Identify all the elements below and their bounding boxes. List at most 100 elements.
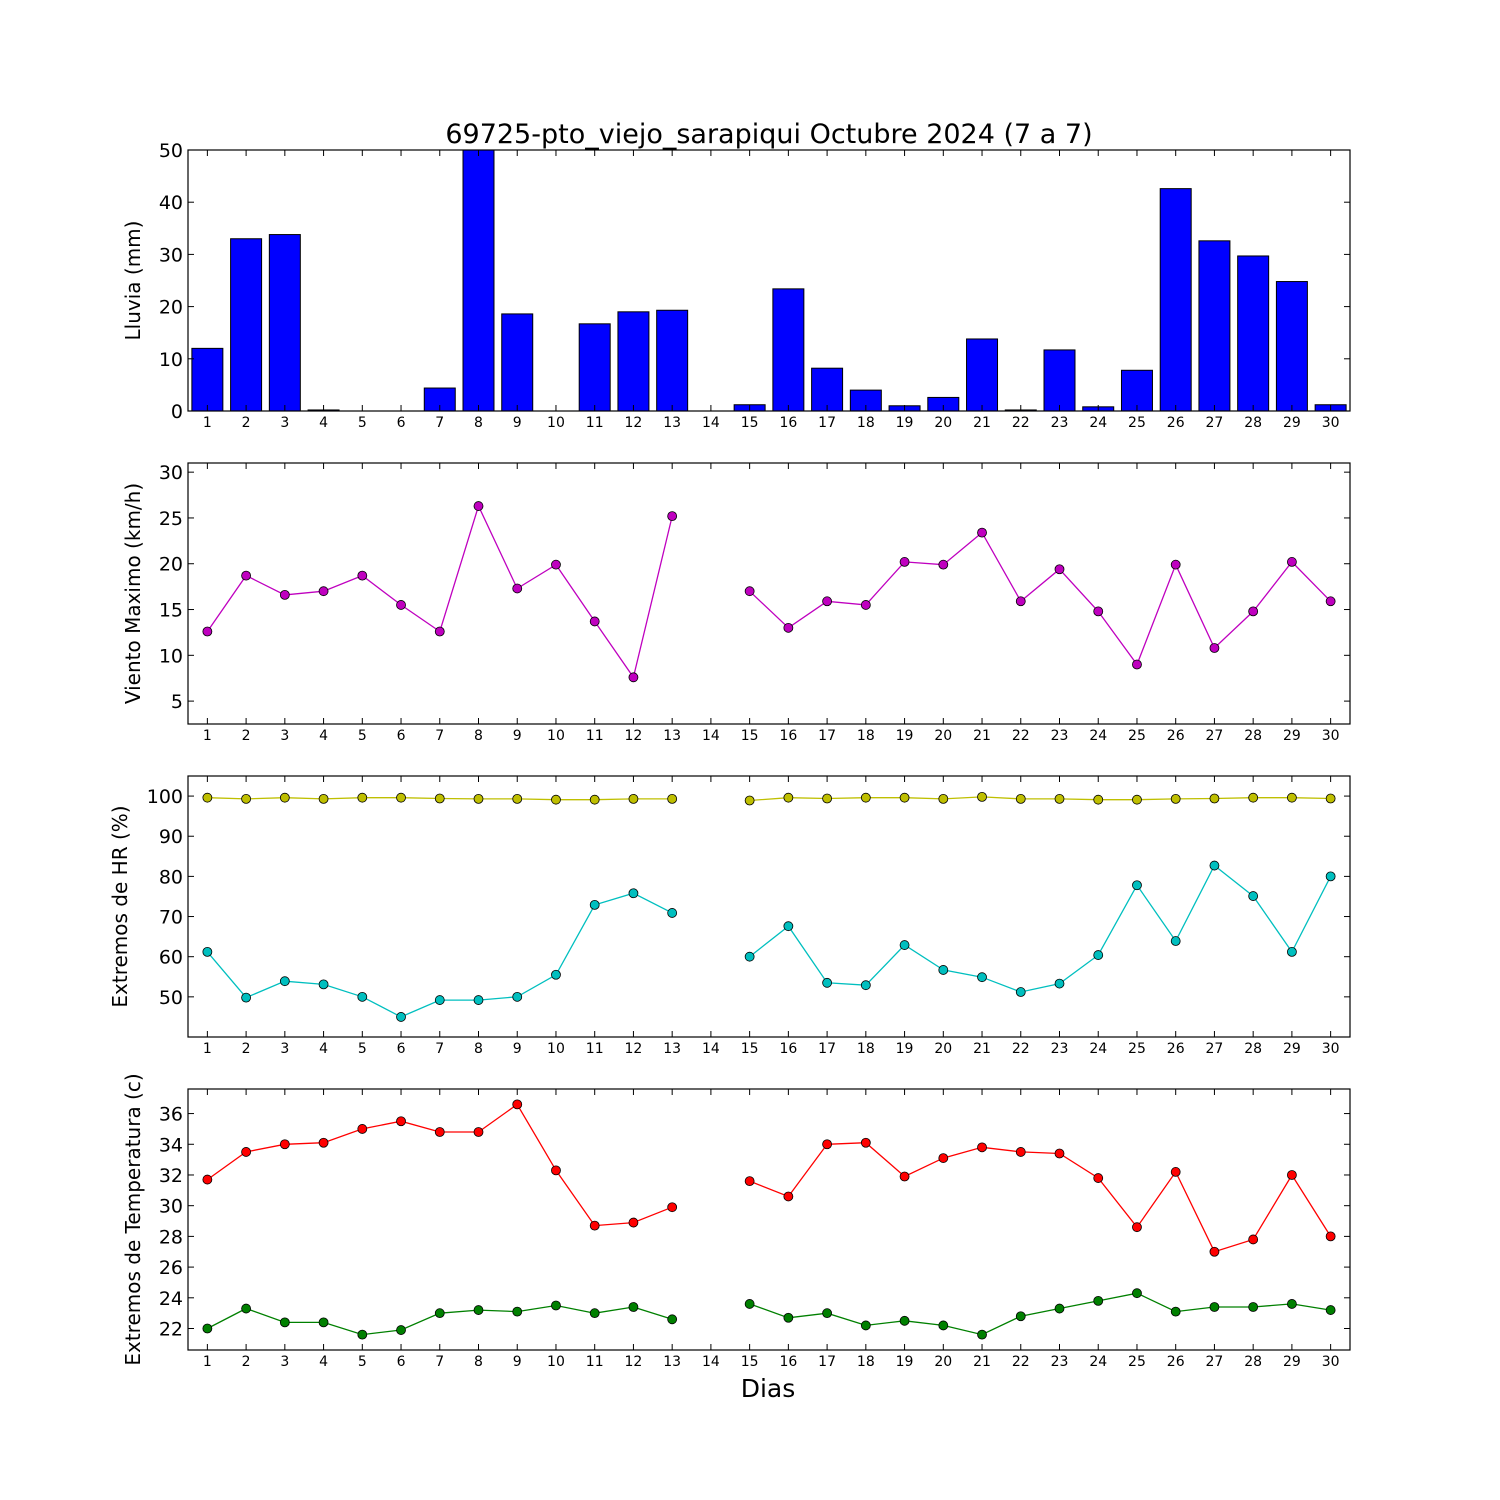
series-2-point-day-9 (512, 1306, 523, 1317)
series-1-point-day-26 (1170, 1167, 1181, 1177)
series-2-point-day-17 (822, 977, 832, 988)
x-tick-label: 2 (242, 415, 251, 431)
series-2-line-segment-2 (749, 1292, 1331, 1336)
x-tick-label: 20 (934, 1041, 952, 1057)
series-1-point-day-17 (822, 596, 832, 607)
series-1-point-day-28 (1248, 1234, 1259, 1245)
y-tick-label: 80 (159, 866, 183, 888)
panel-2-marks (202, 501, 1336, 683)
series-2-point-day-23 (1054, 1303, 1065, 1314)
series-1-point-day-10 (551, 1165, 561, 1176)
x-tick-label: 28 (1244, 728, 1262, 744)
x-tick-label: 11 (586, 1041, 604, 1057)
bar-day-29 (1275, 281, 1308, 411)
x-tick-label: 29 (1283, 1041, 1301, 1057)
series-1-point-day-15 (744, 795, 755, 806)
series-1-point-day-11 (589, 794, 600, 805)
x-tick-label: 28 (1244, 415, 1262, 431)
series-2-point-day-25 (1132, 1288, 1142, 1299)
series-1-point-day-17 (822, 793, 832, 804)
y-tick-label: 10 (159, 349, 183, 371)
series-1-point-day-1 (202, 1174, 213, 1185)
x-tick-label: 6 (397, 728, 406, 744)
series-1-line-segment-2 (749, 1142, 1332, 1253)
panel-1-frame (187, 149, 1351, 412)
series-1-point-day-13 (667, 793, 678, 804)
x-tick-label: 14 (702, 1354, 720, 1370)
series-1-point-day-1 (202, 792, 213, 803)
series-1-line-segment-2 (749, 531, 1332, 666)
series-2-point-day-26 (1170, 936, 1181, 946)
series-1-point-day-7 (434, 793, 445, 804)
bar-day-26 (1159, 188, 1192, 411)
x-tick-label: 22 (1012, 1354, 1030, 1370)
x-tick-label: 13 (663, 1041, 681, 1057)
x-tick-label: 15 (741, 1041, 759, 1057)
series-1-point-day-11 (589, 616, 600, 627)
x-tick-label: 9 (513, 728, 522, 744)
y-tick-label: 30 (159, 244, 183, 266)
series-1-point-day-22 (1015, 793, 1026, 804)
series-1-point-day-3 (279, 1139, 290, 1150)
panel-4-marks (202, 1099, 1336, 1340)
x-tick-label: 7 (435, 415, 444, 431)
series-2-point-day-19 (899, 1315, 910, 1326)
x-tick-label: 4 (319, 728, 328, 744)
series-1-point-day-27 (1209, 1246, 1220, 1257)
x-tick-label: 2 (242, 728, 251, 744)
series-1-point-day-27 (1209, 643, 1220, 653)
series-2-point-day-27 (1209, 860, 1220, 871)
series-1-point-day-6 (396, 600, 406, 610)
series-1-point-day-13 (667, 511, 678, 522)
y-tick-label: 26 (159, 1257, 183, 1279)
x-tick-label: 1 (203, 728, 212, 744)
x-tick-label: 18 (857, 728, 875, 744)
x-tick-label: 8 (474, 415, 483, 431)
x-tick-label: 10 (547, 728, 565, 744)
x-tick-label: 18 (857, 415, 875, 431)
x-tick-label: 26 (1167, 1041, 1185, 1057)
series-2-point-day-23 (1054, 978, 1065, 989)
y-tick-label: 34 (159, 1134, 183, 1156)
x-tick-label: 3 (280, 1354, 289, 1370)
series-1-point-day-16 (783, 792, 794, 803)
x-tick-label: 7 (435, 1354, 444, 1370)
series-1-point-day-8 (473, 1127, 484, 1137)
x-tick-label: 5 (358, 728, 367, 744)
series-2-point-day-20 (938, 1320, 949, 1331)
series-2-point-day-29 (1287, 946, 1297, 957)
x-tick-label: 13 (663, 415, 681, 431)
x-tick-label: 6 (397, 415, 406, 431)
bar-day-23 (1043, 349, 1076, 411)
x-tick-label: 17 (818, 415, 836, 431)
x-tick-label: 6 (397, 1354, 406, 1370)
x-tick-label: 30 (1322, 728, 1340, 744)
series-2-point-day-30 (1325, 871, 1336, 882)
bar-day-1 (191, 347, 224, 411)
series-2-point-day-24 (1093, 1295, 1104, 1306)
x-tick-label: 16 (779, 415, 797, 431)
x-tick-label: 27 (1206, 415, 1224, 431)
series-2-point-day-15 (744, 951, 755, 962)
x-tick-label: 21 (973, 1041, 991, 1057)
series-2-point-day-17 (822, 1308, 832, 1319)
series-1-point-day-15 (744, 1176, 755, 1187)
series-1-point-day-26 (1170, 559, 1181, 570)
series-2-point-day-27 (1209, 1302, 1220, 1312)
series-1-line-segment-2 (749, 796, 1331, 802)
series-1-point-day-28 (1248, 606, 1259, 617)
series-1-point-day-10 (551, 794, 561, 805)
series-2-point-day-13 (667, 1314, 678, 1325)
x-tick-label: 27 (1206, 1354, 1224, 1370)
x-tick-label: 10 (547, 415, 565, 431)
x-tick-label: 25 (1128, 415, 1146, 431)
x-tick-label: 15 (741, 728, 759, 744)
x-tick-label: 28 (1244, 1354, 1262, 1370)
series-2-point-day-12 (628, 888, 639, 899)
series-1-point-day-13 (667, 1202, 678, 1213)
series-1-point-day-2 (241, 570, 252, 581)
x-tick-label: 7 (435, 728, 444, 744)
